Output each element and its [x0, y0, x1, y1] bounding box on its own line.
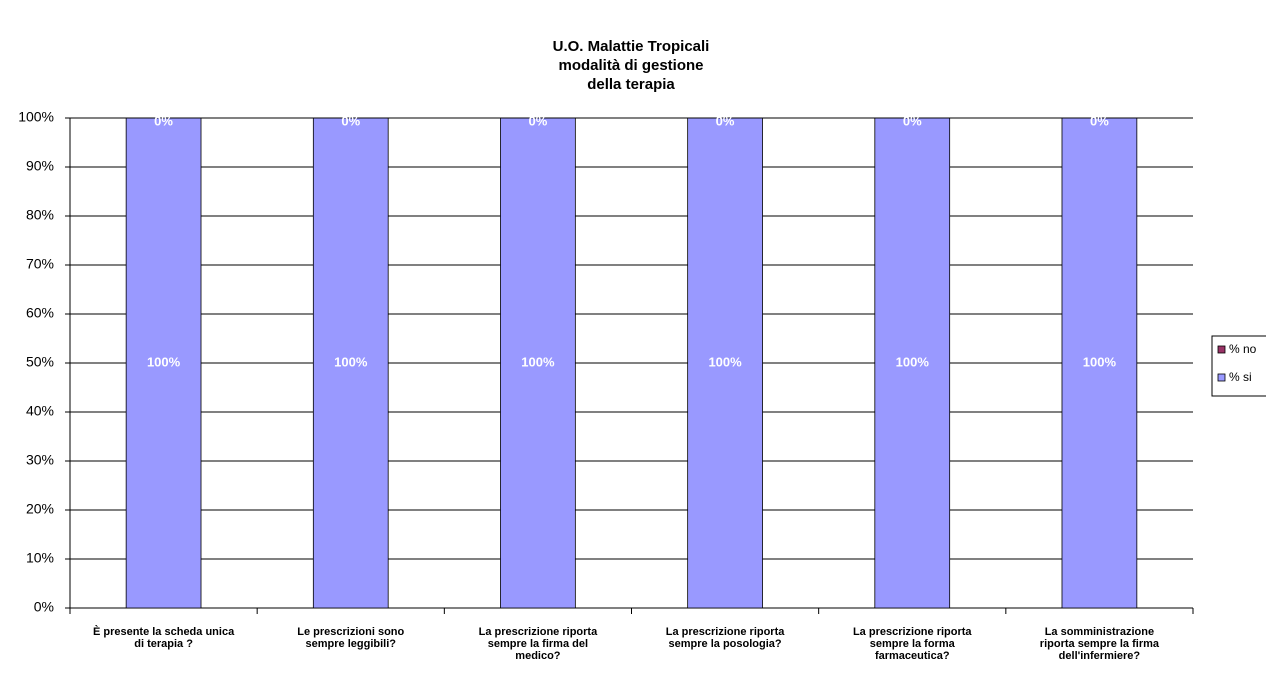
x-tick-label: farmaceutica?	[875, 650, 950, 662]
y-tick-label: 70%	[26, 256, 54, 272]
y-tick-label: 100%	[18, 109, 54, 125]
y-tick-label: 90%	[26, 158, 54, 174]
y-tick-label: 30%	[26, 452, 54, 468]
data-label: 0%	[341, 113, 360, 128]
data-label: 0%	[1090, 113, 1109, 128]
data-label: 100%	[896, 354, 930, 369]
chart-title: modalità di gestione	[558, 57, 703, 74]
y-tick-label: 60%	[26, 305, 54, 321]
data-label: 0%	[903, 113, 922, 128]
bar-segment	[125, 117, 202, 609]
y-tick-label: 10%	[26, 550, 54, 566]
y-tick-label: 40%	[26, 403, 54, 419]
data-label: 100%	[147, 354, 181, 369]
x-tick-label: sempre la firma del	[488, 638, 588, 650]
x-tick-label: sempre la forma	[870, 638, 956, 650]
bar-segment	[687, 117, 763, 609]
y-tick-label: 20%	[26, 501, 54, 517]
data-label: 0%	[716, 113, 735, 128]
x-tick-label: sempre leggibili?	[306, 638, 397, 650]
y-tick-label: 80%	[26, 207, 54, 223]
legend-swatch	[1217, 373, 1226, 382]
x-tick-label: medico?	[515, 650, 561, 662]
data-label: 0%	[154, 113, 173, 128]
x-tick-label: Le prescrizioni sono	[297, 626, 404, 638]
x-tick-label: riporta sempre la firma	[1040, 638, 1160, 650]
data-label: 100%	[1083, 354, 1117, 369]
legend-swatch	[1217, 345, 1226, 354]
bar-segment	[874, 117, 951, 609]
data-label: 100%	[708, 354, 742, 369]
x-tick-label: di terapia ?	[134, 638, 193, 650]
x-tick-label: È presente la scheda unica	[93, 625, 235, 638]
y-tick-label: 50%	[26, 354, 54, 370]
x-tick-label: sempre la posologia?	[669, 638, 782, 650]
bar-segment	[1061, 117, 1138, 609]
x-tick-label: La prescrizione riporta	[853, 626, 972, 638]
data-label: 100%	[521, 354, 555, 369]
data-label: 0%	[529, 113, 548, 128]
x-tick-label: La somministrazione	[1045, 626, 1154, 638]
data-label: 100%	[334, 354, 368, 369]
chart-title: U.O. Malattie Tropicali	[553, 38, 710, 55]
x-tick-label: dell'infermiere?	[1059, 650, 1141, 662]
x-tick-label: La prescrizione riporta	[479, 626, 598, 638]
legend-label: % si	[1229, 370, 1252, 384]
bar-segment	[312, 117, 389, 609]
chart-title: della terapia	[587, 76, 675, 93]
legend-label: % no	[1229, 342, 1257, 356]
y-tick-label: 0%	[34, 599, 54, 615]
x-tick-label: La prescrizione riporta	[666, 626, 785, 638]
